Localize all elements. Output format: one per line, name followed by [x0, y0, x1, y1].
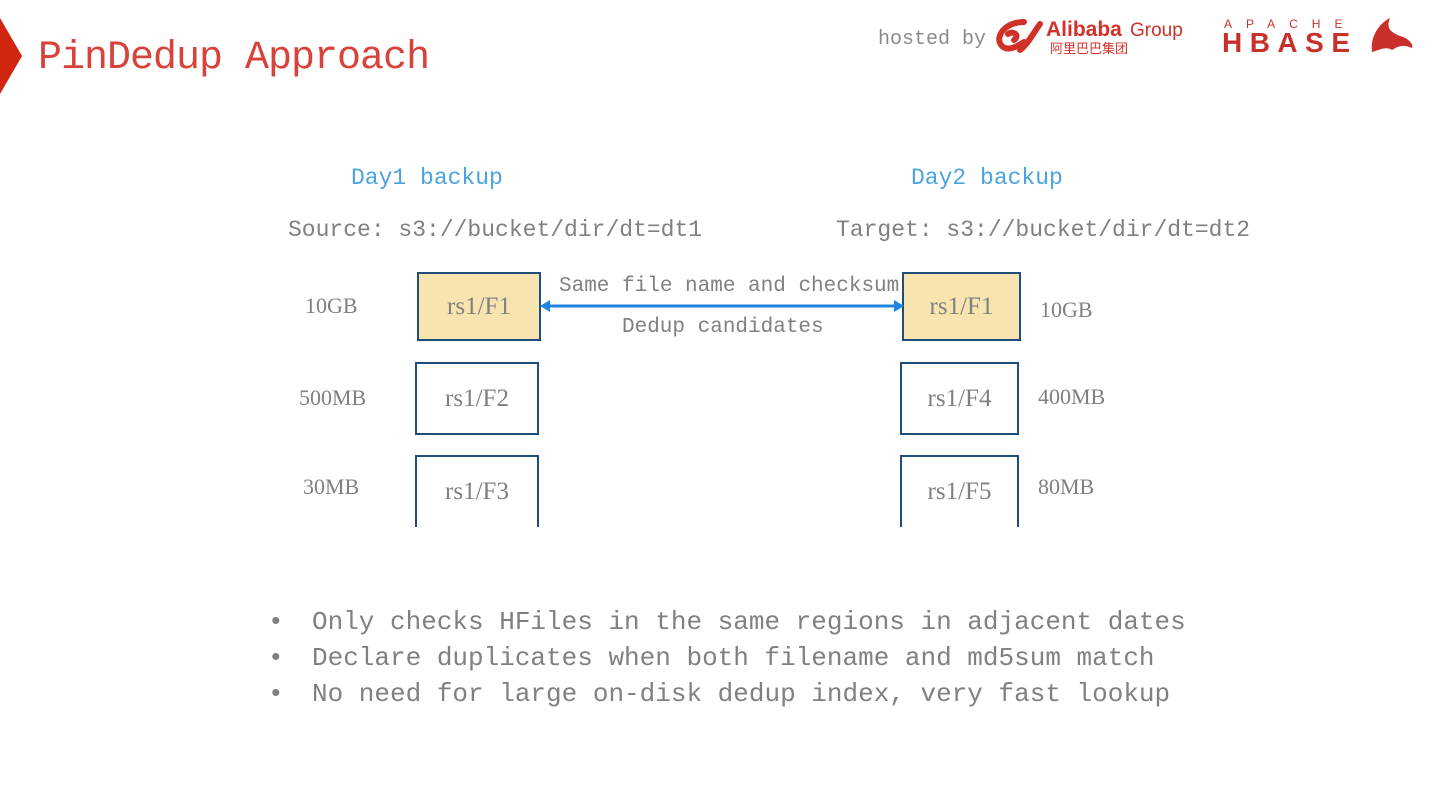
- svg-text:HBASE: HBASE: [1222, 27, 1350, 56]
- file-size: 10GB: [1040, 297, 1093, 322]
- file-box-day2-f1: rs1/F1: [902, 272, 1021, 341]
- day2-heading: Day2 backup: [911, 165, 1063, 191]
- bullet-item: • Declare duplicates when both filename a…: [268, 640, 1186, 676]
- file-box-day1-f3: rs1/F3: [415, 455, 539, 527]
- target-path: Target: s3://bucket/dir/dt=dt2: [836, 217, 1251, 243]
- double-arrow: [540, 300, 904, 312]
- bullet-text: Only checks HFiles in the same regions i…: [312, 607, 1186, 637]
- file-size: 500MB: [299, 385, 367, 410]
- file-box-day2-f5: rs1/F5: [900, 455, 1019, 527]
- alibaba-logo: Alibaba Group 阿里巴巴集团: [996, 18, 1183, 56]
- svg-text:Group: Group: [1130, 20, 1183, 41]
- file-size: 10GB: [305, 293, 358, 318]
- file-box-day1-f1: rs1/F1: [417, 272, 541, 341]
- bullet-text: No need for large on-disk dedup index, v…: [312, 679, 1171, 709]
- file-size: 30MB: [303, 474, 360, 499]
- arrow-label-top: Same file name and checksum: [559, 275, 900, 298]
- day1-heading: Day1 backup: [351, 165, 503, 191]
- bullet-text: Declare duplicates when both filename an…: [312, 643, 1155, 673]
- file-size: 80MB: [1038, 474, 1095, 499]
- svg-text:APACHE: APACHE: [1224, 17, 1356, 31]
- page-title: PinDedup Approach: [38, 36, 430, 81]
- title-chevron: [0, 18, 22, 94]
- arrow-label-bottom: Dedup candidates: [622, 316, 824, 339]
- bullet-item: • No need for large on-disk dedup index, …: [268, 676, 1186, 712]
- bullet-item: • Only checks HFiles in the same regions …: [268, 604, 1186, 640]
- source-path: Source: s3://bucket/dir/dt=dt1: [288, 217, 703, 243]
- file-box-day2-f4: rs1/F4: [900, 362, 1019, 435]
- file-size: 400MB: [1038, 384, 1106, 409]
- bullet-list: • Only checks HFiles in the same regions …: [268, 604, 1186, 712]
- svg-text:Alibaba: Alibaba: [1046, 18, 1122, 41]
- svg-text:阿里巴巴集团: 阿里巴巴集团: [1050, 41, 1128, 56]
- hosted-by-label: hosted by: [878, 28, 987, 51]
- hbase-logo: APACHE HBASE: [1222, 17, 1413, 56]
- file-box-day1-f2: rs1/F2: [415, 362, 539, 435]
